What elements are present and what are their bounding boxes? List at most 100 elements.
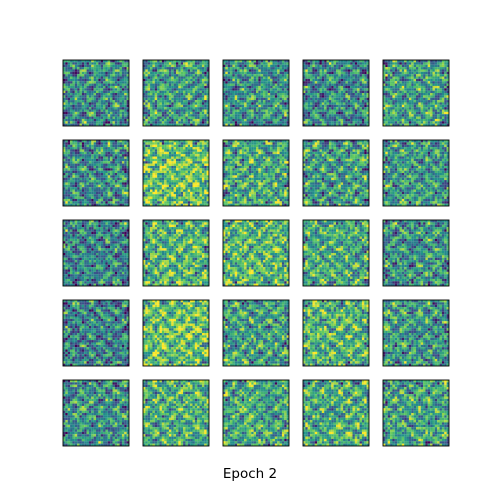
pixel-cell (65, 114, 68, 117)
pixel-cell (397, 95, 400, 98)
pixel-cell (204, 69, 207, 72)
pixel-cell (126, 140, 130, 143)
pixel-cell (77, 67, 80, 70)
pixel-cell (63, 121, 66, 124)
pixel-cell (168, 62, 172, 65)
pixel-cell (126, 109, 130, 112)
pixel-cell (192, 109, 195, 112)
pixel-cell (126, 198, 130, 202)
pixel-cell (354, 107, 358, 110)
pixel-cell (194, 114, 198, 117)
pixel-cell (406, 67, 409, 70)
pixel-cell (185, 69, 188, 72)
pixel-cell (272, 116, 275, 119)
pixel-cell (190, 88, 193, 91)
pixel-cell (126, 74, 130, 77)
pixel-cell (248, 116, 252, 119)
pixel-cell (63, 62, 66, 65)
pixel-cell (413, 88, 417, 91)
pixel-cell (345, 121, 348, 124)
pixel-cell (98, 90, 101, 94)
pixel-cell (110, 180, 113, 183)
pixel-cell (432, 116, 435, 119)
pixel-cell (183, 144, 186, 148)
pixel-cell (154, 64, 158, 68)
pixel-cell (359, 116, 362, 119)
pixel-cell (185, 95, 188, 98)
pixel-cell (244, 74, 247, 77)
pixel-cell (319, 97, 322, 101)
pixel-cell (152, 69, 155, 72)
pixel-cell (326, 81, 329, 84)
pixel-cell (260, 83, 264, 86)
pixel-cell (81, 123, 85, 127)
pixel-cell (331, 83, 334, 86)
pixel-cell (286, 121, 290, 124)
pixel-cell (324, 109, 327, 112)
pixel-cell (70, 107, 73, 110)
pixel-cell (241, 116, 245, 119)
pixel-cell (150, 107, 153, 110)
pixel-cell (201, 62, 205, 65)
pixel-cell (98, 85, 101, 89)
pixel-cell (124, 62, 127, 65)
pixel-cell (185, 118, 188, 122)
pixel-cell (333, 95, 337, 98)
pixel-cell (336, 69, 339, 72)
pixel-cell (91, 78, 94, 82)
pixel-cell (385, 76, 388, 79)
pixel-cell (105, 69, 108, 72)
pixel-cell (143, 147, 146, 150)
pixel-cell (404, 114, 407, 117)
pixel-cell (406, 107, 409, 110)
pixel-cell (63, 201, 66, 204)
pixel-cell (147, 62, 151, 65)
pixel-cell (119, 74, 122, 77)
pixel-cell (190, 114, 193, 117)
pixel-cell (88, 102, 92, 105)
pixel-cell (253, 100, 257, 103)
pixel-cell (284, 88, 287, 91)
pixel-cell (164, 69, 167, 72)
pixel-cell (88, 83, 92, 86)
pixel-cell (105, 95, 108, 98)
pixel-cell (319, 93, 322, 96)
pixel-cell (114, 189, 118, 192)
pixel-cell (145, 81, 148, 84)
pixel-cell (159, 116, 162, 119)
pixel-cell (119, 118, 122, 122)
pixel-cell (114, 177, 118, 181)
pixel-cell (343, 107, 346, 110)
pixel-cell (201, 69, 205, 72)
pixel-cell (93, 154, 97, 157)
pixel-cell (347, 109, 351, 112)
pixel-cell (199, 85, 202, 89)
pixel-cell (401, 114, 405, 117)
pixel-cell (105, 60, 108, 63)
pixel-cell (190, 144, 193, 148)
pixel-cell (303, 116, 306, 119)
pixel-cell (397, 67, 400, 70)
pixel-cell (361, 78, 365, 82)
pixel-cell (246, 114, 249, 117)
pixel-cell (74, 163, 78, 166)
pixel-cell (265, 62, 268, 65)
pixel-cell (227, 71, 231, 75)
pixel-cell (237, 121, 240, 124)
pixel-cell (267, 76, 271, 79)
pixel-cell (72, 161, 75, 164)
pixel-cell (199, 149, 202, 152)
pixel-cell (67, 107, 71, 110)
pixel-cell (173, 64, 177, 68)
pixel-cell (310, 95, 313, 98)
pixel-cell (72, 151, 75, 155)
pixel-cell (98, 121, 101, 124)
pixel-cell (173, 60, 177, 63)
pixel-cell (114, 154, 118, 157)
pixel-cell (321, 107, 325, 110)
pixel-cell (168, 90, 172, 94)
pixel-cell (147, 104, 151, 108)
pixel-cell (161, 140, 165, 143)
pixel-cell (157, 97, 160, 101)
pixel-cell (93, 64, 97, 68)
